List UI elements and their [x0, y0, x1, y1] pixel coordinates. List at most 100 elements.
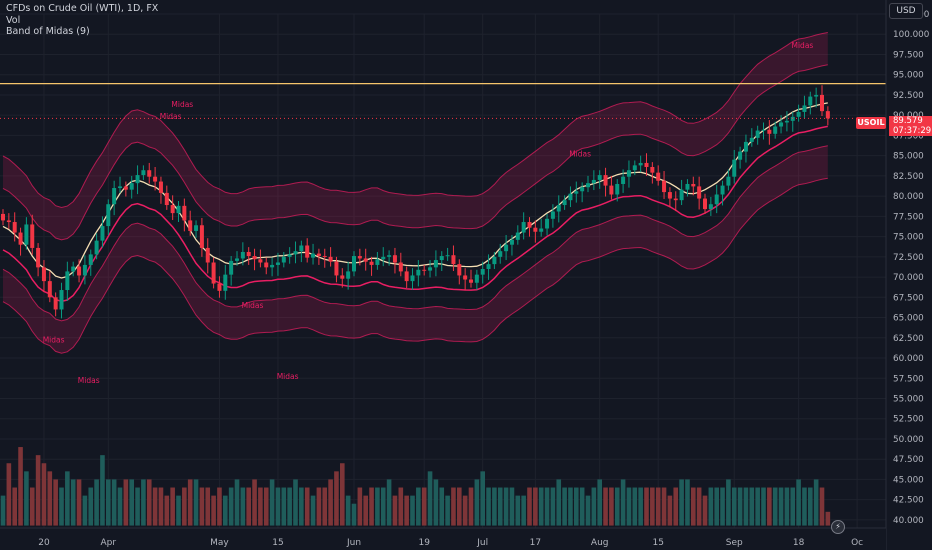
price-tick-label: 77.500: [893, 212, 924, 222]
volume-bar: [685, 479, 690, 526]
symbol-price-tag: USOIL: [856, 117, 886, 129]
candle-body: [591, 179, 596, 184]
upper-band-fill: [3, 32, 828, 240]
candle-body: [123, 186, 128, 190]
time-tick-label: Aug: [591, 538, 609, 548]
price-tick-label: 82.500: [893, 172, 924, 182]
volume-bar: [123, 479, 129, 526]
candle-body: [346, 271, 351, 279]
candle-body: [41, 267, 46, 282]
candle-body: [814, 94, 819, 97]
last-price-value: 89.579: [893, 116, 923, 126]
candle-body: [94, 240, 99, 255]
volume-bar: [825, 511, 831, 526]
volume-bar: [82, 495, 88, 526]
candle-body: [363, 258, 368, 262]
candle-body: [615, 183, 620, 195]
lightning-icon[interactable]: ⚡: [831, 520, 845, 534]
candle-body: [147, 170, 152, 177]
volume-bar: [228, 487, 234, 526]
candle-body: [398, 262, 403, 272]
candle-body: [714, 194, 719, 205]
time-tick-label: Oc: [851, 538, 863, 548]
candle-body: [527, 222, 532, 228]
volume-bar: [111, 479, 117, 526]
candle-body: [188, 220, 193, 231]
volume-bar: [778, 487, 784, 526]
candle-body: [82, 264, 87, 276]
volume-bar: [129, 479, 134, 526]
candle-body: [182, 205, 187, 221]
volume-bar: [702, 495, 708, 526]
candle-body: [556, 205, 561, 212]
price-tick-label: 62.500: [893, 334, 924, 344]
chart-overlays: Midas Midas Midas Midas Midas Midas Midas Midas: [0, 41, 886, 385]
volume-bar: [521, 495, 526, 526]
volume-bar: [199, 487, 205, 526]
price-tick-label: 100.000: [893, 30, 930, 40]
volume-bar: [796, 479, 801, 526]
candle-body: [679, 189, 684, 201]
volume-bar: [18, 447, 23, 526]
price-tick-label: 92.500: [893, 91, 924, 101]
indicator-legend[interactable]: Band of Midas (9): [6, 26, 90, 37]
volume-bar: [106, 479, 111, 526]
candle-body: [632, 165, 637, 171]
candle-body: [662, 180, 667, 193]
volume-bar: [0, 495, 6, 526]
volume-bar: [205, 487, 211, 526]
candle-body: [685, 183, 690, 190]
time-axis-bg: [0, 528, 886, 550]
candle-body: [597, 175, 602, 180]
volume-bar: [457, 487, 462, 526]
candle-body: [135, 175, 140, 184]
candle-body: [521, 222, 526, 233]
candle-body: [404, 271, 409, 282]
candle-body: [328, 256, 333, 262]
volume-bar: [375, 487, 380, 526]
volume-legend[interactable]: Vol: [6, 14, 21, 26]
candle-body: [779, 122, 784, 127]
time-axis[interactable]: 20 Apr May 15 Jun 19 Jul 17 Aug 15 Sep 18 Oc: [0, 527, 886, 550]
candle-body: [498, 251, 503, 257]
time-tick-label: Apr: [101, 538, 117, 548]
candle-body: [65, 271, 70, 291]
midas-label: Midas: [171, 100, 193, 109]
candle-body: [287, 254, 292, 257]
volume-bar: [772, 487, 778, 526]
band-line: [2, 64, 828, 241]
price-tick-label: 42.500: [893, 496, 924, 506]
volume-bar: [708, 487, 714, 526]
symbol-title[interactable]: CFDs on Crude Oil (WTI), 1D, FX: [6, 3, 159, 14]
candle-body: [293, 251, 298, 255]
candle-body: [118, 186, 122, 189]
candle-body: [580, 187, 585, 192]
price-tick-label: 72.500: [893, 253, 924, 263]
candle-body: [509, 239, 514, 245]
volume-bar: [258, 487, 263, 526]
candle-body: [246, 251, 251, 257]
candle-body: [77, 266, 82, 276]
candle-body: [1, 213, 5, 221]
candle-body: [825, 111, 830, 119]
price-axis[interactable]: 40.000 42.500 45.000 47.500 50.000 52.500 55.0…: [885, 0, 932, 550]
price-tick-label: 87.500: [893, 131, 924, 141]
price-tick-label: 75.000: [893, 233, 924, 243]
volume-bar: [100, 455, 105, 526]
candle-body: [720, 185, 725, 195]
volume-bar: [492, 487, 497, 526]
candle-body: [492, 256, 497, 265]
volume-bar: [462, 495, 468, 526]
volume-bar: [813, 479, 819, 526]
candle-body: [6, 220, 11, 223]
band-line: [2, 32, 828, 209]
price-tick-label: 40.000: [893, 516, 924, 526]
currency-button[interactable]: USD: [889, 3, 923, 19]
volume-bar: [603, 487, 608, 526]
midas-label: Midas: [277, 372, 299, 381]
volume-bar: [53, 479, 58, 526]
volume-bar: [363, 495, 368, 526]
time-tick-label: May: [210, 538, 229, 548]
price-tick-label: 65.000: [893, 314, 924, 324]
